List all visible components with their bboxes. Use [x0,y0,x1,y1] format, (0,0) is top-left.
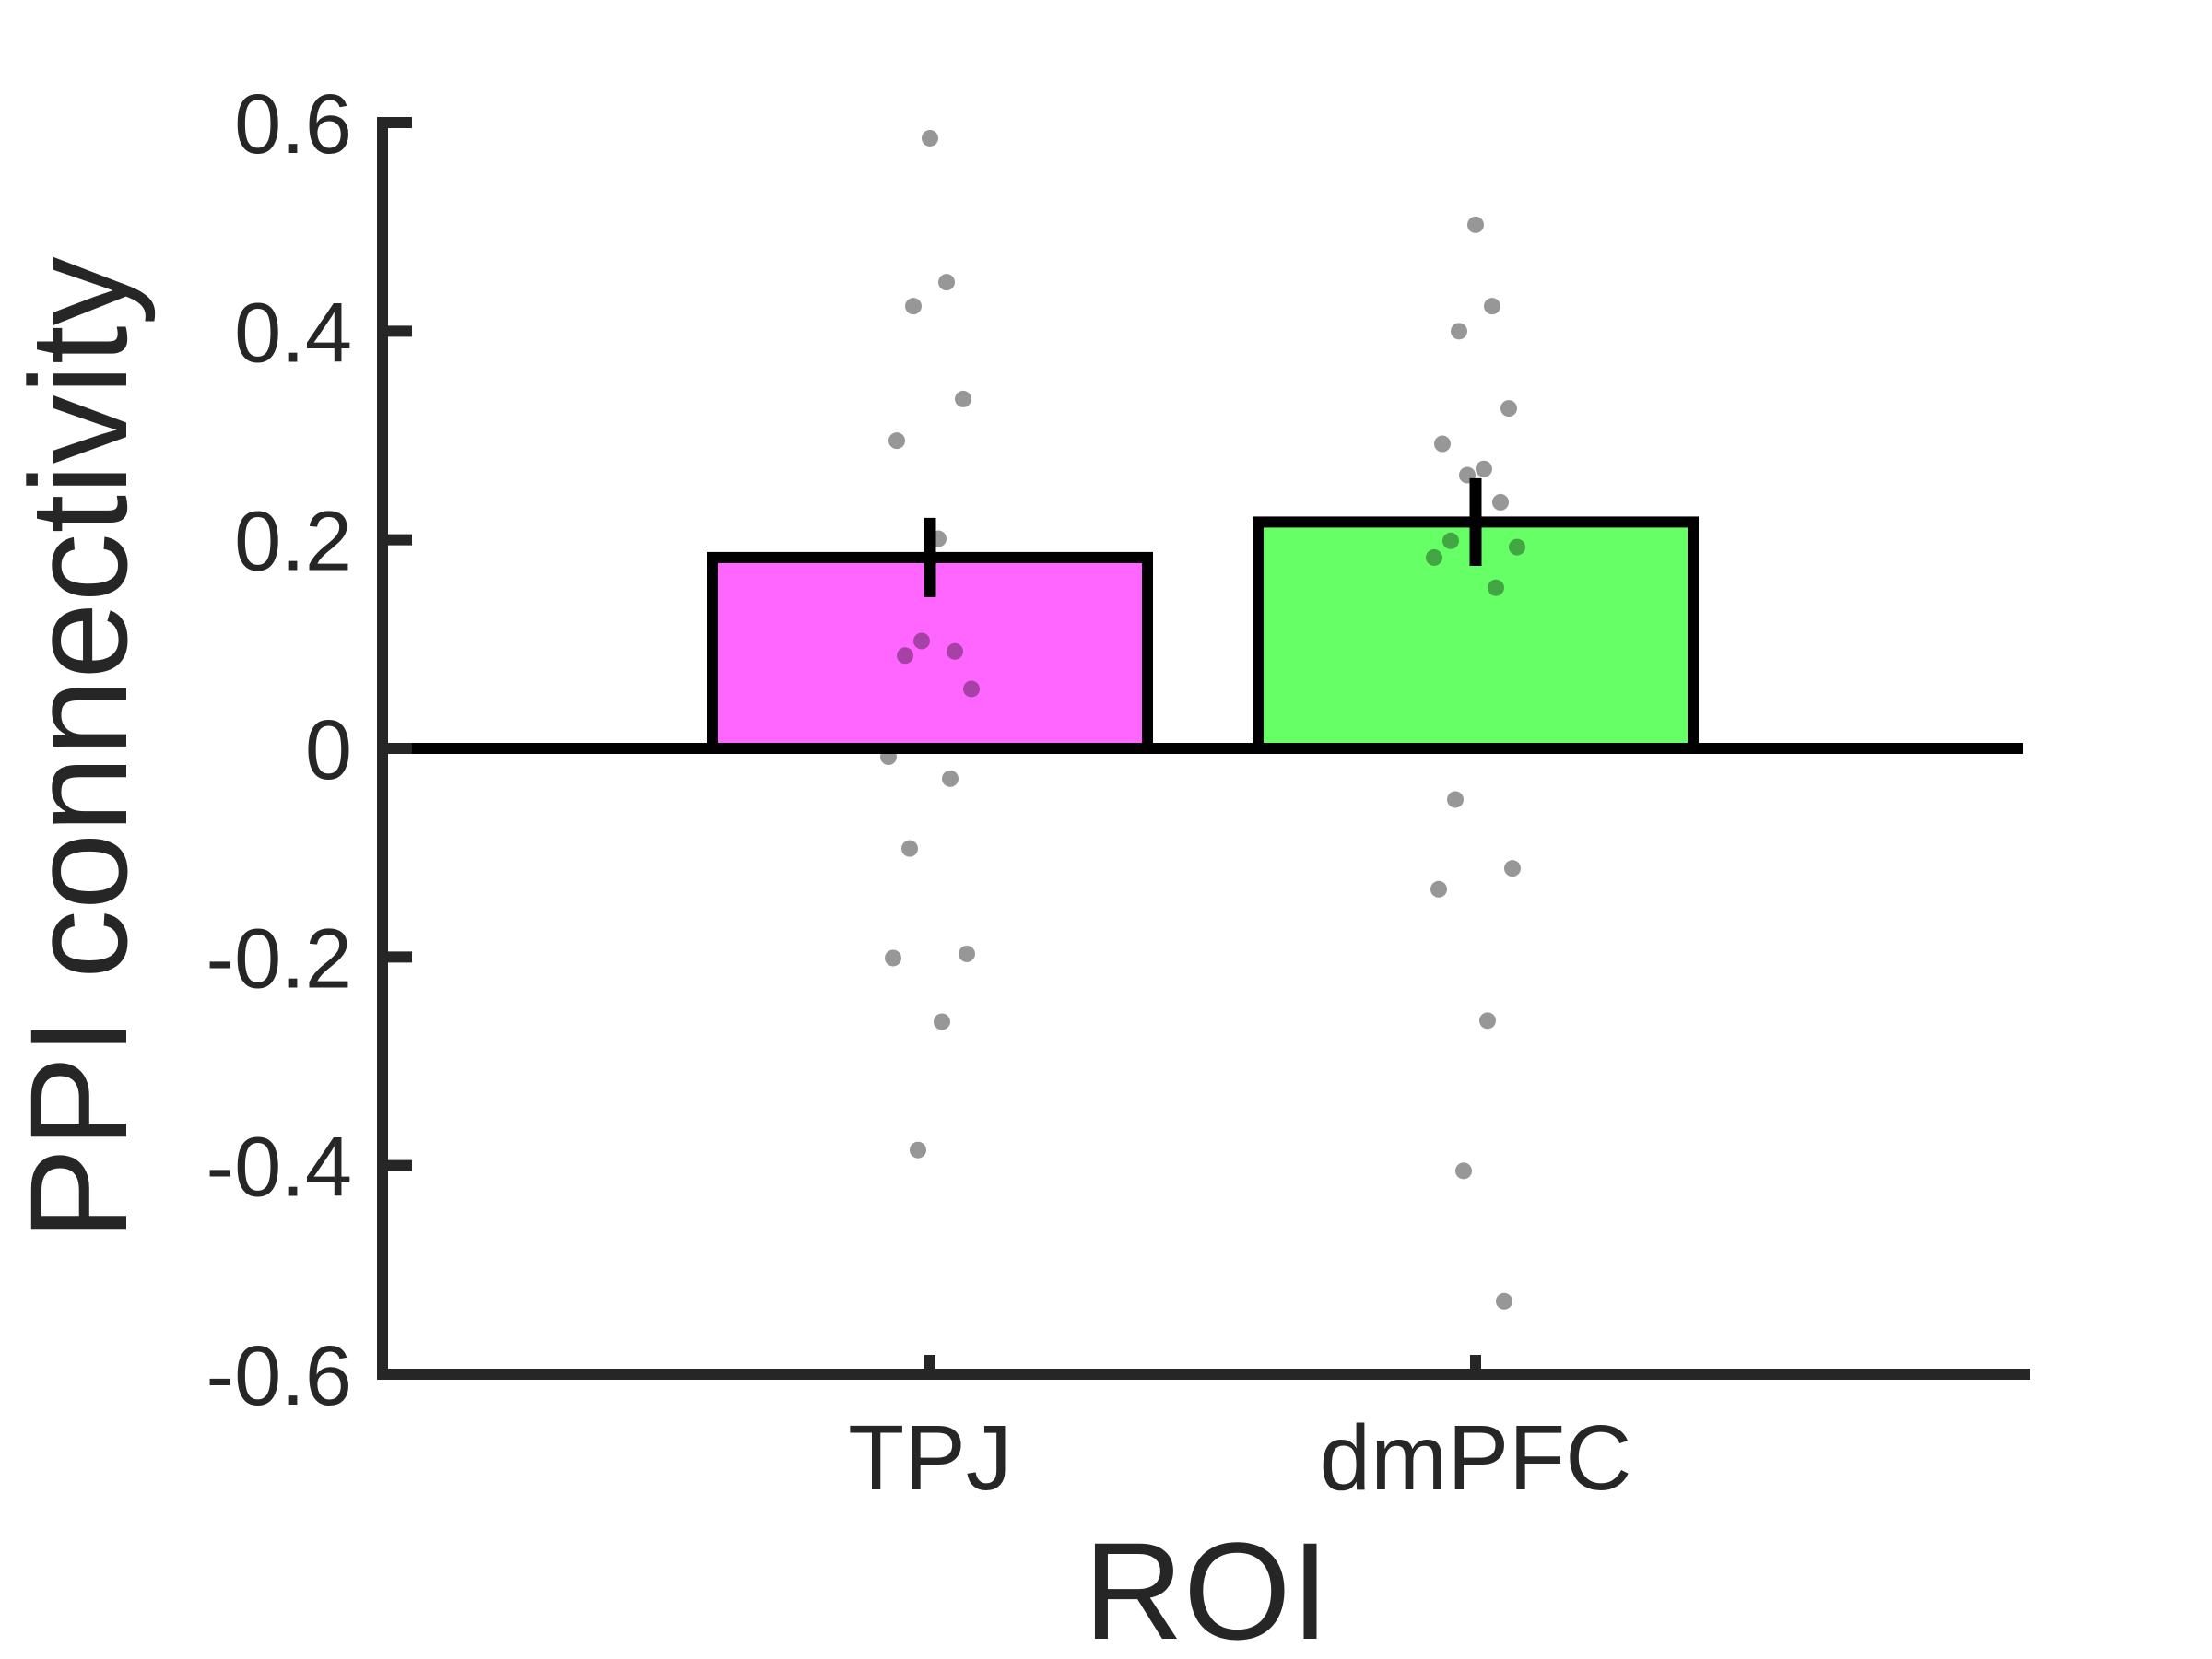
data-point [888,432,905,450]
data-point-overlay [1488,579,1504,596]
data-point [885,949,901,967]
data-point-overlay [1509,538,1525,556]
x-tick-label: dmPFC [1320,1406,1632,1510]
data-point [1500,400,1517,418]
data-point [1504,860,1521,877]
data-point-overlay [913,632,930,650]
data-point [938,274,955,291]
data-point [1455,1162,1472,1180]
data-point [1447,791,1464,808]
data-point [1492,493,1509,511]
data-point [955,390,971,407]
data-point [1467,216,1484,233]
x-axis-title: ROI [1084,1513,1330,1659]
y-tick-label: -0.6 [206,1329,352,1423]
data-point [1476,460,1492,477]
x-tick-label: TPJ [848,1406,1012,1510]
data-point-overlay [1426,548,1442,566]
y-tick-label: -0.4 [206,1121,352,1215]
data-point [934,1013,950,1030]
data-point-overlay [963,680,980,698]
data-point [910,1141,926,1159]
y-tick-label: 0.4 [234,286,352,380]
data-point [1451,323,1467,340]
y-axis-title: PPI connectivity [1,256,156,1240]
data-point [905,298,922,315]
error-bars-layer [924,477,1482,597]
data-point-overlay [947,642,963,660]
data-point-overlay [1442,532,1459,549]
data-point-overlay [897,647,913,665]
data-point [942,770,959,787]
scatter-points-overlay [897,532,1525,698]
y-tick-label: 0 [305,703,352,797]
y-tick-label: -0.2 [206,912,352,1006]
data-point [901,840,918,857]
data-point [1484,298,1500,315]
data-point [1479,1012,1496,1030]
data-point [1434,435,1451,453]
y-tick-label: 0.2 [234,495,352,589]
data-point [922,129,938,147]
y-axis-ticks: -0.6 -0.4 -0.2 0 0.2 0.4 0.6 [206,77,412,1423]
y-tick-label: 0.6 [234,77,352,171]
data-point [1496,1292,1512,1310]
bars-layer [707,516,1699,755]
data-point [959,945,975,962]
x-axis-ticks: TPJ dmPFC [848,1355,1631,1510]
data-point [1430,880,1447,898]
